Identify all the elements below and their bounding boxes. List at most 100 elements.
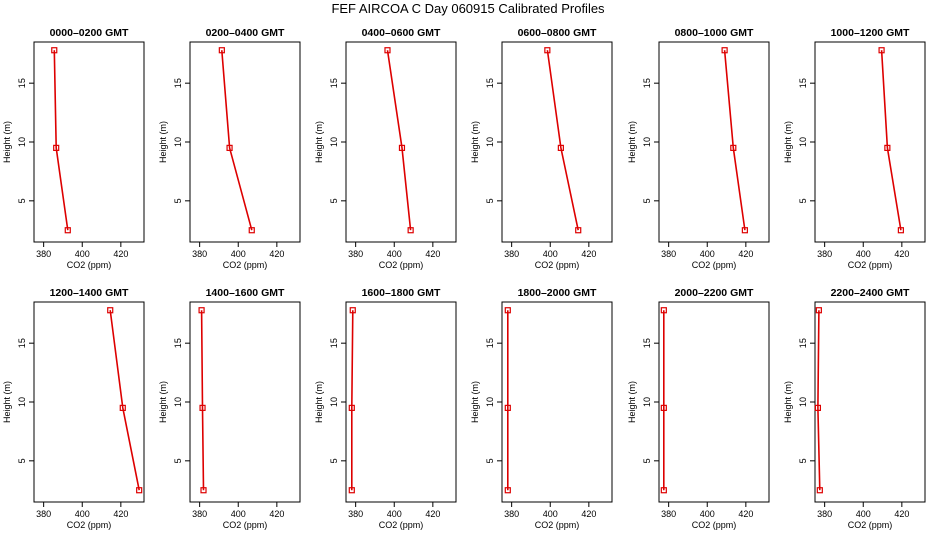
x-tick-label: 400 (856, 249, 871, 259)
data-point (878, 47, 885, 54)
panel-title: 2200–2400 GMT (831, 287, 910, 299)
x-tick-label: 380 (36, 509, 51, 519)
y-tick-label: 5 (642, 198, 652, 203)
y-tick-label: 5 (329, 198, 339, 203)
x-tick-label: 420 (894, 509, 909, 519)
data-point (504, 487, 511, 494)
x-tick-label: 380 (192, 509, 207, 519)
y-axis-label: Height (m) (314, 381, 324, 423)
plot-frame (814, 301, 926, 503)
panel-title: 1400–1600 GMT (206, 287, 285, 299)
x-axis-label: CO2 (ppm) (379, 520, 424, 530)
y-tick-label: 10 (642, 137, 652, 147)
y-tick-label: 10 (17, 397, 27, 407)
data-point (248, 227, 255, 234)
x-axis-label: CO2 (ppm) (67, 260, 112, 270)
y-tick-label: 15 (173, 78, 183, 88)
data-point (815, 307, 822, 314)
y-tick-label: 5 (485, 458, 495, 463)
profile-line (53, 50, 69, 231)
data-point (730, 144, 737, 151)
panel-title: 0800–1000 GMT (675, 27, 754, 39)
y-axis-label: Height (m) (627, 121, 637, 163)
y-tick-label: 5 (17, 458, 27, 463)
data-point (660, 404, 667, 411)
profile-line (546, 50, 579, 231)
y-axis-label: Height (m) (158, 121, 168, 163)
plot-frame (501, 301, 613, 503)
x-axis-label: CO2 (ppm) (223, 260, 268, 270)
y-tick-label: 15 (798, 78, 808, 88)
y-tick-label: 10 (173, 397, 183, 407)
data-point (198, 307, 205, 314)
y-axis-label: Height (m) (470, 381, 480, 423)
data-point (64, 227, 71, 234)
data-point (119, 404, 126, 411)
profile-line (880, 50, 902, 231)
y-axis-label: Height (m) (783, 121, 793, 163)
plot-frame (189, 41, 301, 243)
y-tick-label: 15 (329, 338, 339, 348)
y-tick-label: 10 (173, 137, 183, 147)
plot-frame (658, 41, 770, 243)
x-tick-label: 420 (269, 249, 284, 259)
y-tick-label: 5 (642, 458, 652, 463)
x-tick-label: 400 (543, 249, 558, 259)
data-point (136, 487, 143, 494)
plot-frame (501, 41, 613, 243)
y-tick-label: 10 (329, 397, 339, 407)
plot-frame (658, 301, 770, 503)
x-tick-label: 400 (387, 509, 402, 519)
data-point (660, 487, 667, 494)
data-point (660, 307, 667, 314)
profile-line (200, 310, 205, 491)
y-tick-label: 5 (798, 198, 808, 203)
profile-line (723, 50, 746, 231)
profile-line (350, 310, 354, 491)
panel-title: 1600–1800 GMT (362, 287, 441, 299)
panel-title: 1800–2000 GMT (518, 287, 597, 299)
x-tick-label: 380 (36, 249, 51, 259)
plot-frame (33, 301, 145, 503)
data-point (741, 227, 748, 234)
y-tick-label: 5 (173, 458, 183, 463)
y-tick-label: 15 (485, 338, 495, 348)
data-point (557, 144, 564, 151)
data-point (348, 487, 355, 494)
x-tick-label: 380 (504, 249, 519, 259)
data-point (575, 227, 582, 234)
y-tick-label: 15 (173, 338, 183, 348)
x-axis-label: CO2 (ppm) (692, 260, 737, 270)
figure-title: FEF AIRCOA C Day 060915 Calibrated Profi… (331, 1, 605, 16)
x-tick-label: 380 (348, 509, 363, 519)
x-axis-label: CO2 (ppm) (535, 260, 580, 270)
y-axis-label: Height (m) (2, 381, 12, 423)
y-axis-label: Height (m) (314, 121, 324, 163)
y-axis-label: Height (m) (470, 121, 480, 163)
x-tick-label: 420 (425, 509, 440, 519)
x-tick-label: 420 (269, 509, 284, 519)
x-tick-label: 380 (661, 249, 676, 259)
x-tick-label: 400 (856, 509, 871, 519)
x-tick-label: 400 (700, 249, 715, 259)
x-tick-label: 420 (425, 249, 440, 259)
data-point (107, 307, 114, 314)
x-axis-label: CO2 (ppm) (379, 260, 424, 270)
y-axis-label: Height (m) (2, 121, 12, 163)
data-point (816, 487, 823, 494)
x-axis-label: CO2 (ppm) (848, 260, 893, 270)
panel-title: 0600–0800 GMT (518, 27, 597, 39)
profile-line (221, 50, 253, 231)
y-tick-label: 10 (798, 397, 808, 407)
data-point (544, 47, 551, 54)
data-point (200, 487, 207, 494)
x-axis-label: CO2 (ppm) (848, 520, 893, 530)
y-axis-label: Height (m) (158, 381, 168, 423)
x-tick-label: 420 (113, 509, 128, 519)
x-tick-label: 420 (581, 509, 596, 519)
profile-line (817, 310, 821, 491)
data-point (199, 404, 206, 411)
